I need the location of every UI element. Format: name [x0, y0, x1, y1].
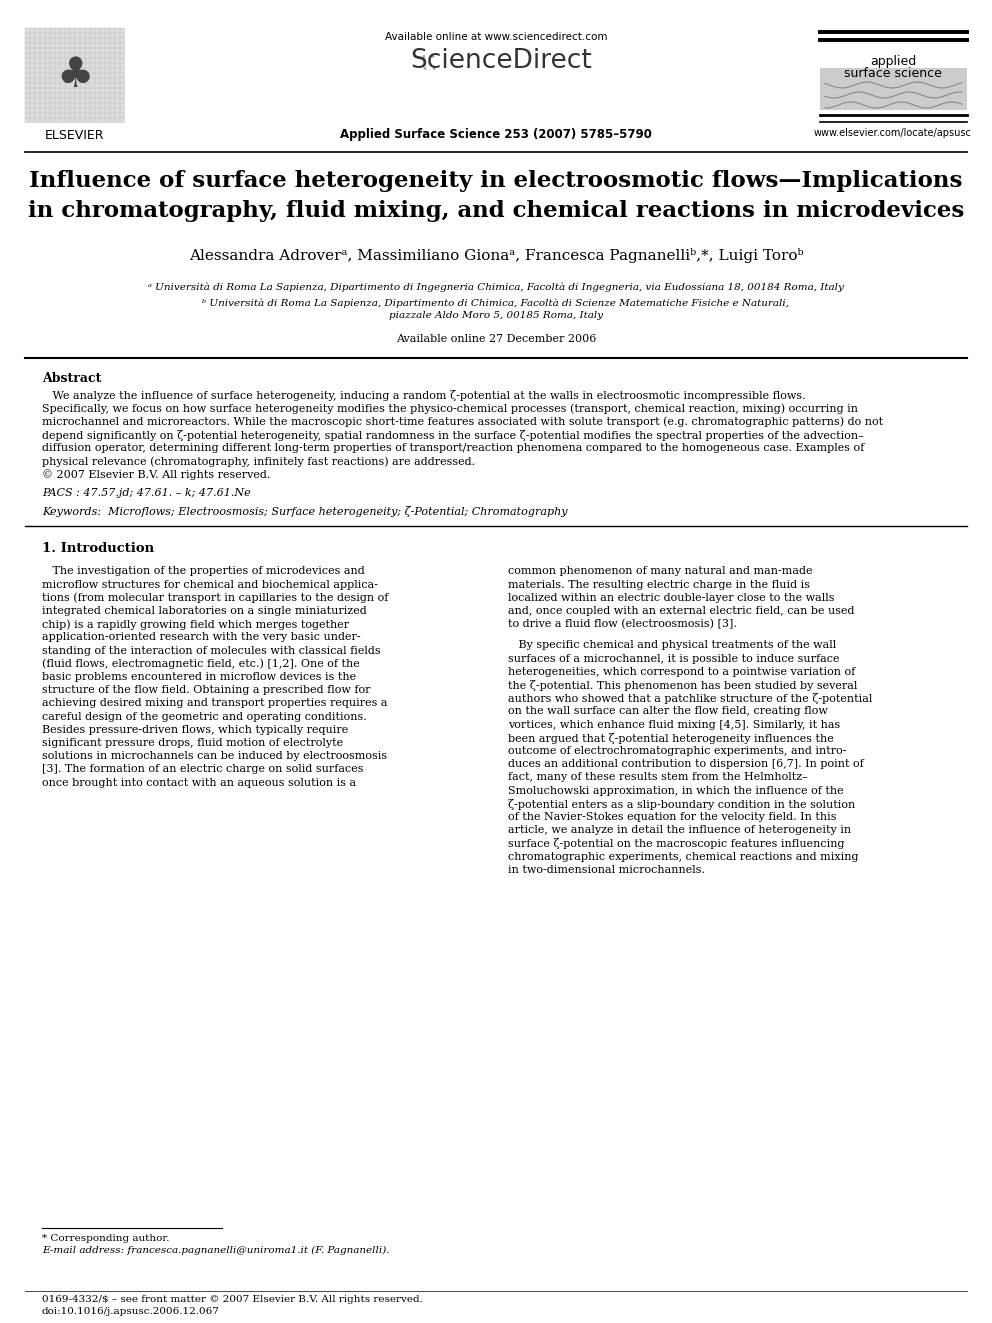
Text: standing of the interaction of molecules with classical fields: standing of the interaction of molecules… — [42, 646, 381, 656]
Text: once brought into contact with an aqueous solution is a: once brought into contact with an aqueou… — [42, 778, 356, 787]
Text: Alessandra Adroverᵃ, Massimiliano Gionaᵃ, Francesca Pagnanelliᵇ,*, Luigi Toroᵇ: Alessandra Adroverᵃ, Massimiliano Gionaᵃ… — [188, 247, 804, 263]
Text: localized within an electric double-layer close to the walls: localized within an electric double-laye… — [508, 593, 834, 603]
Text: application-oriented research with the very basic under-: application-oriented research with the v… — [42, 632, 361, 643]
Bar — [820, 67, 967, 110]
Text: [3]. The formation of an electric charge on solid surfaces: [3]. The formation of an electric charge… — [42, 765, 363, 774]
Text: ᵃ Università di Roma La Sapienza, Dipartimento di Ingegneria Chimica, Facoltà di: ᵃ Università di Roma La Sapienza, Dipart… — [148, 283, 844, 292]
Text: ScienceDirect: ScienceDirect — [410, 48, 592, 74]
Text: physical relevance (chromatography, infinitely fast reactions) are addressed.: physical relevance (chromatography, infi… — [42, 456, 475, 467]
Text: E-mail address: francesca.pagnanelli@uniroma1.it (F. Pagnanelli).: E-mail address: francesca.pagnanelli@uni… — [42, 1246, 390, 1256]
Text: depend significantly on ζ-potential heterogeneity, spatial randomness in the sur: depend significantly on ζ-potential hete… — [42, 430, 864, 441]
Text: in two-dimensional microchannels.: in two-dimensional microchannels. — [508, 865, 705, 875]
Text: basic problems encountered in microflow devices is the: basic problems encountered in microflow … — [42, 672, 356, 681]
Text: Abstract: Abstract — [42, 372, 101, 385]
Text: Available online 27 December 2006: Available online 27 December 2006 — [396, 333, 596, 344]
Text: diffusion operator, determining different long-term properties of transport/reac: diffusion operator, determining differen… — [42, 443, 864, 452]
Text: ♣: ♣ — [57, 54, 93, 97]
Text: chip) is a rapidly growing field which merges together: chip) is a rapidly growing field which m… — [42, 619, 349, 630]
Text: in chromatography, fluid mixing, and chemical reactions in microdevices: in chromatography, fluid mixing, and che… — [28, 200, 964, 222]
Text: authors who showed that a patchlike structure of the ζ-potential: authors who showed that a patchlike stru… — [508, 693, 872, 704]
Text: ζ-potential enters as a slip-boundary condition in the solution: ζ-potential enters as a slip-boundary co… — [508, 799, 855, 810]
Text: careful design of the geometric and operating conditions.: careful design of the geometric and oper… — [42, 712, 367, 721]
Bar — [25, 28, 125, 123]
Text: to drive a fluid flow (electroosmosis) [3].: to drive a fluid flow (electroosmosis) [… — [508, 619, 737, 630]
Text: microchannel and microreactors. While the macroscopic short-time features associ: microchannel and microreactors. While th… — [42, 417, 883, 427]
Text: ELSEVIER: ELSEVIER — [46, 130, 105, 142]
Text: microflow structures for chemical and biochemical applica-: microflow structures for chemical and bi… — [42, 579, 378, 590]
Text: 1. Introduction: 1. Introduction — [42, 542, 154, 556]
Text: Besides pressure-driven flows, which typically require: Besides pressure-driven flows, which typ… — [42, 725, 348, 734]
Text: • •
 • •: • • • • — [419, 52, 437, 74]
Text: By specific chemical and physical treatments of the wall: By specific chemical and physical treatm… — [508, 640, 836, 651]
Text: applied: applied — [870, 56, 917, 67]
Text: on the wall surface can alter the flow field, creating flow: on the wall surface can alter the flow f… — [508, 706, 828, 716]
Text: surface science: surface science — [844, 67, 942, 79]
Text: structure of the flow field. Obtaining a prescribed flow for: structure of the flow field. Obtaining a… — [42, 685, 370, 695]
Text: www.elsevier.com/locate/apsusc: www.elsevier.com/locate/apsusc — [814, 128, 972, 138]
Text: piazzale Aldo Moro 5, 00185 Roma, Italy: piazzale Aldo Moro 5, 00185 Roma, Italy — [389, 311, 603, 320]
Text: article, we analyze in detail the influence of heterogeneity in: article, we analyze in detail the influe… — [508, 826, 851, 835]
Text: materials. The resulting electric charge in the fluid is: materials. The resulting electric charge… — [508, 579, 810, 590]
Text: Applied Surface Science 253 (2007) 5785–5790: Applied Surface Science 253 (2007) 5785–… — [340, 128, 652, 142]
Text: We analyze the influence of surface heterogeneity, inducing a random ζ-potential: We analyze the influence of surface hete… — [42, 390, 806, 401]
Text: PACS : 47.57.jd; 47.61. – k; 47.61.Ne: PACS : 47.57.jd; 47.61. – k; 47.61.Ne — [42, 488, 251, 499]
Text: Available online at www.sciencedirect.com: Available online at www.sciencedirect.co… — [385, 32, 607, 42]
Text: surfaces of a microchannel, it is possible to induce surface: surfaces of a microchannel, it is possib… — [508, 654, 839, 664]
Text: common phenomenon of many natural and man-made: common phenomenon of many natural and ma… — [508, 566, 812, 577]
Text: chromatographic experiments, chemical reactions and mixing: chromatographic experiments, chemical re… — [508, 852, 858, 861]
Text: tions (from molecular transport in capillaries to the design of: tions (from molecular transport in capil… — [42, 593, 389, 603]
Text: Keywords:  Microflows; Electroosmosis; Surface heterogeneity; ζ-Potential; Chrom: Keywords: Microflows; Electroosmosis; Su… — [42, 507, 567, 517]
Text: vortices, which enhance fluid mixing [4,5]. Similarly, it has: vortices, which enhance fluid mixing [4,… — [508, 720, 840, 729]
Text: Specifically, we focus on how surface heterogeneity modifies the physico-chemica: Specifically, we focus on how surface he… — [42, 404, 858, 414]
Text: © 2007 Elsevier B.V. All rights reserved.: © 2007 Elsevier B.V. All rights reserved… — [42, 470, 271, 480]
Text: ᵇ Università di Roma La Sapienza, Dipartimento di Chimica, Facoltà di Scienze Ma: ᵇ Università di Roma La Sapienza, Dipart… — [202, 298, 790, 307]
Text: and, once coupled with an external electric field, can be used: and, once coupled with an external elect… — [508, 606, 854, 617]
Text: doi:10.1016/j.apsusc.2006.12.067: doi:10.1016/j.apsusc.2006.12.067 — [42, 1307, 220, 1316]
Text: significant pressure drops, fluid motion of electrolyte: significant pressure drops, fluid motion… — [42, 738, 343, 747]
Text: Smoluchowski approximation, in which the influence of the: Smoluchowski approximation, in which the… — [508, 786, 843, 795]
Text: heterogeneities, which correspond to a pointwise variation of: heterogeneities, which correspond to a p… — [508, 667, 855, 677]
Text: been argued that ζ-potential heterogeneity influences the: been argued that ζ-potential heterogenei… — [508, 733, 833, 744]
Text: of the Navier-Stokes equation for the velocity field. In this: of the Navier-Stokes equation for the ve… — [508, 812, 836, 822]
Text: surface ζ-potential on the macroscopic features influencing: surface ζ-potential on the macroscopic f… — [508, 839, 844, 849]
Text: 0169-4332/$ – see front matter © 2007 Elsevier B.V. All rights reserved.: 0169-4332/$ – see front matter © 2007 El… — [42, 1295, 423, 1304]
Text: solutions in microchannels can be induced by electroosmosis: solutions in microchannels can be induce… — [42, 751, 387, 761]
Text: duces an additional contribution to dispersion [6,7]. In point of: duces an additional contribution to disp… — [508, 759, 864, 769]
Text: (fluid flows, electromagnetic field, etc.) [1,2]. One of the: (fluid flows, electromagnetic field, etc… — [42, 659, 360, 669]
Text: Influence of surface heterogeneity in electroosmotic flows—Implications: Influence of surface heterogeneity in el… — [29, 169, 963, 192]
Text: achieving desired mixing and transport properties requires a: achieving desired mixing and transport p… — [42, 699, 388, 708]
Text: the ζ-potential. This phenomenon has been studied by several: the ζ-potential. This phenomenon has bee… — [508, 680, 857, 691]
Text: The investigation of the properties of microdevices and: The investigation of the properties of m… — [42, 566, 365, 577]
Text: outcome of electrochromatographic experiments, and intro-: outcome of electrochromatographic experi… — [508, 746, 846, 755]
Text: integrated chemical laboratories on a single miniaturized: integrated chemical laboratories on a si… — [42, 606, 367, 617]
Text: fact, many of these results stem from the Helmholtz–: fact, many of these results stem from th… — [508, 773, 807, 782]
Text: * Corresponding author.: * Corresponding author. — [42, 1234, 170, 1244]
